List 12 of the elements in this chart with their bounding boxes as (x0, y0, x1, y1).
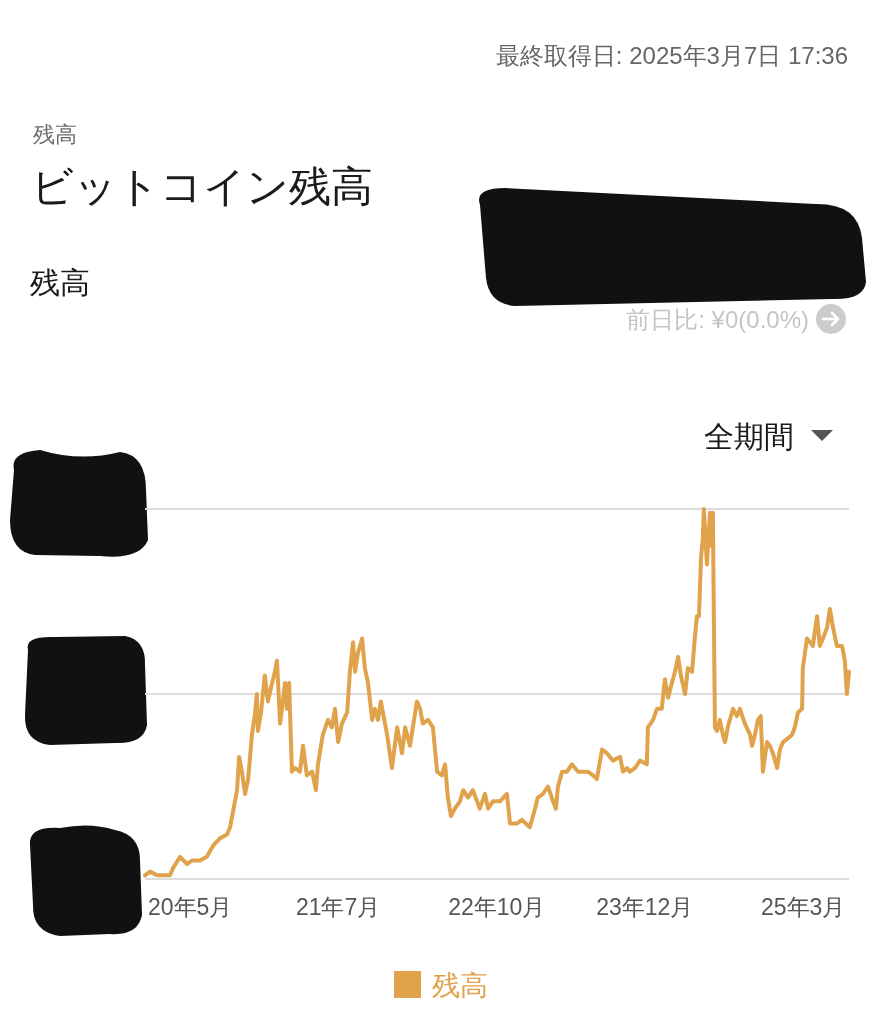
x-tick: 20年5月 (147, 894, 233, 920)
x-tick: 21年7月 (295, 894, 381, 920)
annotation: 前日比: ¥0(0.0%) (626, 306, 809, 333)
annotation: 全期間 (704, 420, 794, 453)
title: ビットコイン残高 (31, 163, 373, 210)
x-tick: 25年3月 (760, 894, 846, 920)
annotation: 最終取得日: 2025年3月7日 17:36 (495, 42, 848, 69)
legend-label: 残高 (432, 970, 488, 1001)
x-tick: 22年10月 (448, 894, 546, 920)
annotation: 残高 (30, 266, 90, 299)
x-tick: 23年12月 (596, 894, 694, 920)
subtitle: 残高 (33, 122, 77, 147)
